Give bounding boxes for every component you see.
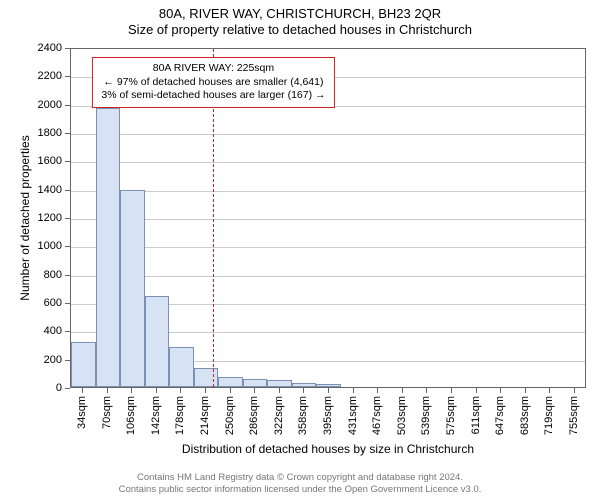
y-tick-mark bbox=[65, 133, 70, 134]
footer-line-1: Contains HM Land Registry data © Crown c… bbox=[0, 472, 600, 484]
x-tick-label: 647sqm bbox=[494, 396, 506, 436]
x-tick-label: 214sqm bbox=[199, 396, 211, 436]
x-tick-label: 395sqm bbox=[322, 396, 334, 436]
histogram-bar bbox=[194, 368, 219, 387]
y-tick-label: 200 bbox=[34, 354, 62, 366]
footer-credits: Contains HM Land Registry data © Crown c… bbox=[0, 472, 600, 496]
x-tick-label: 250sqm bbox=[224, 396, 236, 436]
gridline bbox=[71, 247, 585, 248]
histogram-bar bbox=[96, 108, 121, 387]
x-tick-label: 467sqm bbox=[371, 396, 383, 436]
x-tick-label: 70sqm bbox=[101, 396, 113, 436]
y-tick-label: 800 bbox=[34, 269, 62, 281]
footer-line-2: Contains public sector information licen… bbox=[0, 484, 600, 496]
x-tick-label: 322sqm bbox=[273, 396, 285, 436]
histogram-bar bbox=[316, 384, 341, 387]
x-tick-mark bbox=[254, 388, 255, 393]
x-tick-mark bbox=[328, 388, 329, 393]
gridline bbox=[71, 276, 585, 277]
x-tick-mark bbox=[476, 388, 477, 393]
y-tick-mark bbox=[65, 303, 70, 304]
x-tick-mark bbox=[574, 388, 575, 393]
x-tick-mark bbox=[451, 388, 452, 393]
y-tick-label: 1200 bbox=[34, 212, 62, 224]
histogram-bar bbox=[218, 377, 243, 387]
histogram-bar bbox=[267, 380, 292, 387]
x-tick-mark bbox=[230, 388, 231, 393]
y-tick-mark bbox=[65, 48, 70, 49]
gridline bbox=[71, 134, 585, 135]
title-line-2: Size of property relative to detached ho… bbox=[0, 22, 600, 38]
x-tick-label: 106sqm bbox=[125, 396, 137, 436]
y-tick-mark bbox=[65, 161, 70, 162]
gridline bbox=[71, 219, 585, 220]
histogram-bar bbox=[120, 190, 145, 387]
x-tick-label: 611sqm bbox=[470, 396, 482, 436]
y-tick-mark bbox=[65, 190, 70, 191]
y-tick-label: 1800 bbox=[34, 127, 62, 139]
x-tick-mark bbox=[131, 388, 132, 393]
y-tick-mark bbox=[65, 218, 70, 219]
histogram-bar bbox=[71, 342, 96, 387]
histogram-plot: 80A RIVER WAY: 225sqm← 97% of detached h… bbox=[70, 48, 586, 388]
y-tick-label: 1600 bbox=[34, 155, 62, 167]
x-tick-mark bbox=[426, 388, 427, 393]
x-tick-mark bbox=[377, 388, 378, 393]
gridline bbox=[71, 162, 585, 163]
y-tick-mark bbox=[65, 275, 70, 276]
x-tick-mark bbox=[156, 388, 157, 393]
x-tick-mark bbox=[525, 388, 526, 393]
x-tick-mark bbox=[549, 388, 550, 393]
y-tick-label: 1400 bbox=[34, 184, 62, 196]
x-tick-label: 719sqm bbox=[543, 396, 555, 436]
histogram-bar bbox=[169, 347, 194, 387]
y-tick-label: 2200 bbox=[34, 70, 62, 82]
y-tick-mark bbox=[65, 246, 70, 247]
y-tick-label: 2400 bbox=[34, 42, 62, 54]
x-tick-mark bbox=[107, 388, 108, 393]
x-tick-mark bbox=[279, 388, 280, 393]
y-tick-mark bbox=[65, 388, 70, 389]
y-tick-mark bbox=[65, 105, 70, 106]
y-tick-mark bbox=[65, 360, 70, 361]
x-tick-label: 34sqm bbox=[76, 396, 88, 436]
x-tick-label: 286sqm bbox=[248, 396, 260, 436]
x-tick-label: 575sqm bbox=[445, 396, 457, 436]
x-tick-mark bbox=[82, 388, 83, 393]
y-tick-mark bbox=[65, 76, 70, 77]
x-tick-label: 755sqm bbox=[568, 396, 580, 436]
x-tick-mark bbox=[205, 388, 206, 393]
title-line-1: 80A, RIVER WAY, CHRISTCHURCH, BH23 2QR bbox=[0, 6, 600, 22]
annotation-line: 3% of semi-detached houses are larger (1… bbox=[101, 89, 325, 103]
chart-title-block: 80A, RIVER WAY, CHRISTCHURCH, BH23 2QR S… bbox=[0, 0, 600, 39]
x-tick-label: 539sqm bbox=[420, 396, 432, 436]
annotation-box: 80A RIVER WAY: 225sqm← 97% of detached h… bbox=[92, 57, 334, 108]
y-axis-label: Number of detached properties bbox=[18, 118, 32, 318]
y-tick-label: 1000 bbox=[34, 240, 62, 252]
y-tick-label: 600 bbox=[34, 297, 62, 309]
histogram-bar bbox=[243, 379, 268, 388]
x-tick-mark bbox=[303, 388, 304, 393]
y-tick-label: 2000 bbox=[34, 99, 62, 111]
x-tick-mark bbox=[353, 388, 354, 393]
x-tick-label: 683sqm bbox=[519, 396, 531, 436]
annotation-line: 80A RIVER WAY: 225sqm bbox=[101, 62, 325, 76]
x-tick-mark bbox=[500, 388, 501, 393]
gridline bbox=[71, 191, 585, 192]
x-tick-label: 142sqm bbox=[150, 396, 162, 436]
x-axis-label: Distribution of detached houses by size … bbox=[70, 442, 586, 456]
x-tick-label: 178sqm bbox=[174, 396, 186, 436]
annotation-line: ← 97% of detached houses are smaller (4,… bbox=[101, 76, 325, 90]
x-tick-mark bbox=[180, 388, 181, 393]
y-tick-label: 0 bbox=[34, 382, 62, 394]
x-tick-label: 503sqm bbox=[396, 396, 408, 436]
histogram-bar bbox=[292, 383, 317, 387]
x-tick-label: 431sqm bbox=[347, 396, 359, 436]
y-tick-label: 400 bbox=[34, 325, 62, 337]
y-tick-mark bbox=[65, 331, 70, 332]
histogram-bar bbox=[145, 296, 170, 387]
x-tick-mark bbox=[402, 388, 403, 393]
x-tick-label: 358sqm bbox=[297, 396, 309, 436]
